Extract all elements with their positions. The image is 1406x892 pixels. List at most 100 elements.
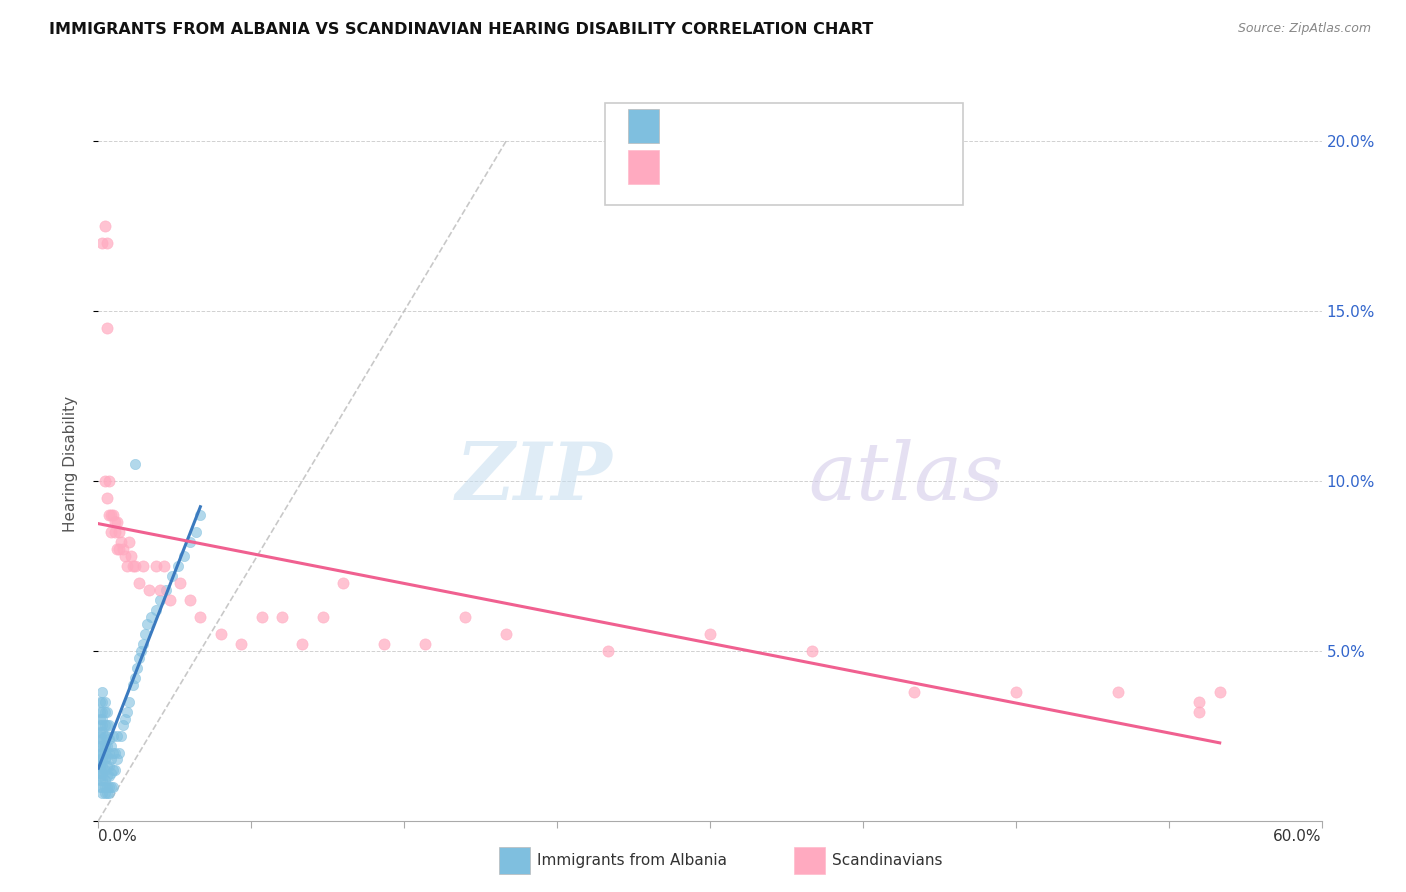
- Point: [89, 695, 111, 709]
- Point: [93, 752, 115, 766]
- Point: [93, 787, 115, 801]
- Point: [89, 739, 111, 753]
- Point: [127, 661, 149, 675]
- Point: [93, 746, 115, 760]
- Point: [115, 705, 138, 719]
- Point: [111, 718, 134, 732]
- Point: [101, 746, 124, 760]
- Point: [89, 769, 111, 783]
- Point: [124, 558, 146, 573]
- Point: [132, 558, 155, 573]
- Point: [111, 541, 134, 556]
- Point: [149, 582, 172, 597]
- Text: R =: R =: [671, 153, 710, 171]
- Point: [89, 772, 111, 787]
- Point: [97, 718, 120, 732]
- Point: [332, 575, 354, 590]
- Text: Scandinavians: Scandinavians: [832, 854, 943, 868]
- Point: [89, 718, 111, 732]
- Point: [93, 695, 115, 709]
- Point: [91, 732, 114, 747]
- Point: [91, 787, 114, 801]
- Point: [93, 763, 115, 777]
- Point: [155, 582, 177, 597]
- Text: 97: 97: [837, 112, 862, 130]
- Point: [120, 549, 142, 563]
- Point: [108, 541, 131, 556]
- Point: [598, 644, 620, 658]
- Text: 0.172: 0.172: [710, 153, 766, 171]
- Point: [110, 535, 132, 549]
- Point: [104, 763, 127, 777]
- Point: [96, 491, 118, 505]
- Text: N =: N =: [772, 112, 830, 130]
- Point: [250, 609, 273, 624]
- Point: [145, 603, 167, 617]
- Point: [96, 769, 118, 783]
- Point: [903, 684, 925, 698]
- Point: [118, 535, 141, 549]
- Text: IMMIGRANTS FROM ALBANIA VS SCANDINAVIAN HEARING DISABILITY CORRELATION CHART: IMMIGRANTS FROM ALBANIA VS SCANDINAVIAN …: [49, 22, 873, 37]
- Point: [97, 474, 120, 488]
- Point: [134, 626, 156, 640]
- Point: [96, 749, 118, 764]
- Point: [105, 515, 128, 529]
- Point: [89, 780, 111, 794]
- Point: [129, 644, 152, 658]
- Point: [454, 609, 477, 624]
- Point: [91, 705, 114, 719]
- Y-axis label: Hearing Disability: Hearing Disability: [63, 396, 77, 532]
- Point: [413, 637, 436, 651]
- Point: [91, 739, 114, 753]
- Point: [93, 780, 115, 794]
- Point: [91, 746, 114, 760]
- Point: [89, 759, 111, 773]
- Point: [93, 772, 115, 787]
- Point: [96, 321, 118, 335]
- Text: N =: N =: [772, 153, 830, 171]
- Point: [100, 508, 122, 522]
- Point: [97, 746, 120, 760]
- Point: [173, 549, 195, 563]
- Point: [128, 575, 150, 590]
- Point: [89, 756, 111, 770]
- Point: [114, 549, 136, 563]
- Point: [100, 766, 122, 780]
- Point: [91, 695, 114, 709]
- Point: [91, 712, 114, 726]
- Point: [101, 780, 124, 794]
- Point: [91, 772, 114, 787]
- Point: [115, 558, 138, 573]
- Point: [89, 735, 111, 749]
- Point: [209, 626, 232, 640]
- Point: [89, 705, 111, 719]
- Point: [100, 780, 122, 794]
- Point: [91, 780, 114, 794]
- Point: [96, 759, 118, 773]
- Point: [100, 524, 122, 539]
- Point: [1107, 684, 1129, 698]
- Point: [97, 759, 120, 773]
- Point: [108, 524, 131, 539]
- Point: [270, 609, 294, 624]
- Point: [1188, 695, 1211, 709]
- Text: 0.0%: 0.0%: [98, 830, 138, 844]
- Point: [96, 780, 118, 794]
- Point: [89, 729, 111, 743]
- Point: [97, 787, 120, 801]
- Point: [801, 644, 824, 658]
- Point: [188, 508, 212, 522]
- Point: [101, 729, 124, 743]
- Point: [149, 592, 172, 607]
- Point: [108, 746, 131, 760]
- Point: [96, 787, 118, 801]
- Point: [104, 524, 127, 539]
- Point: [97, 732, 120, 747]
- Text: atlas: atlas: [808, 440, 1004, 516]
- Point: [91, 718, 114, 732]
- Text: R =: R =: [671, 112, 710, 130]
- Point: [93, 474, 115, 488]
- Point: [101, 763, 124, 777]
- Point: [124, 457, 146, 471]
- Point: [89, 766, 111, 780]
